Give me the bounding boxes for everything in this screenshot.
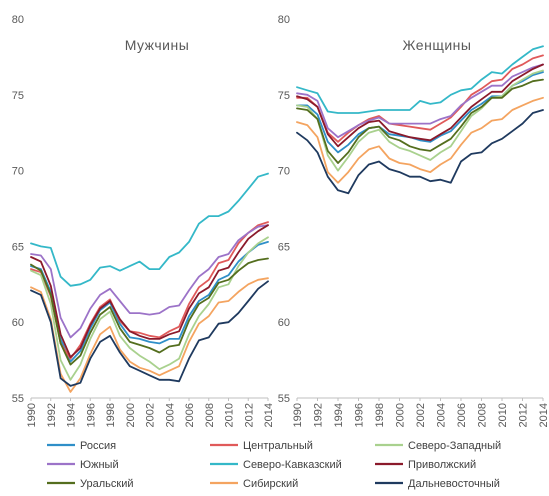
panel-title: Мужчины — [125, 37, 190, 53]
x-tick-label: 1990 — [292, 403, 304, 427]
x-tick-label: 2006 — [456, 403, 468, 427]
x-tick-label: 2014 — [263, 403, 275, 427]
series-line — [30, 221, 269, 360]
series-line — [296, 63, 544, 148]
legend-label: Северо-Западный — [408, 440, 501, 452]
y-tick-label: 80 — [278, 14, 290, 26]
x-tick-label: 2002 — [145, 403, 157, 427]
y-tick-label: 55 — [12, 393, 24, 405]
y-tick-label: 65 — [12, 241, 24, 253]
x-tick-label: 2002 — [415, 403, 427, 427]
series-line — [296, 78, 544, 164]
legend-label: Уральский — [80, 478, 133, 490]
y-tick-label: 55 — [278, 393, 290, 405]
series-line — [296, 45, 544, 114]
series-line — [296, 54, 544, 143]
series-line — [30, 257, 269, 366]
series-line — [296, 63, 544, 139]
x-tick-label: 2004 — [164, 403, 176, 427]
y-tick-label: 60 — [278, 317, 290, 329]
series-line — [296, 96, 544, 184]
x-tick-label: 1996 — [85, 403, 97, 427]
x-tick-label: 2000 — [395, 403, 407, 427]
legend-label: Приволжский — [408, 459, 476, 471]
legend-label: Северо-Кавказский — [243, 459, 342, 471]
x-tick-label: 2014 — [538, 403, 549, 427]
x-tick-label: 2012 — [243, 403, 255, 427]
x-tick-label: 2006 — [184, 403, 196, 427]
x-tick-label: 2010 — [224, 403, 236, 427]
panel-title: Женщины — [403, 37, 472, 53]
legend-label: Россия — [80, 440, 116, 452]
legend-label: Дальневосточный — [408, 478, 500, 490]
x-tick-label: 2008 — [204, 403, 216, 427]
x-tick-label: 1998 — [105, 403, 117, 427]
x-tick-label: 1994 — [66, 403, 78, 427]
x-tick-label: 2012 — [518, 403, 530, 427]
series-line — [30, 224, 269, 339]
series-line — [30, 240, 269, 363]
x-tick-label: 1998 — [374, 403, 386, 427]
series-line — [30, 277, 269, 393]
series-line — [30, 172, 269, 287]
series-line — [30, 236, 269, 381]
chart-panel-women: 55 60 65 70 75 80 1990 1992 1994 1996 1998 2000 2002… — [278, 14, 549, 427]
x-tick-label: 1992 — [46, 403, 58, 427]
y-tick-label: 80 — [12, 14, 24, 26]
x-tick-label: 2004 — [436, 403, 448, 427]
legend-label: Центральный — [243, 440, 313, 452]
legend-label: Южный — [80, 459, 119, 471]
series-line — [30, 280, 269, 387]
x-tick-label: 1992 — [313, 403, 325, 427]
series-line — [296, 69, 544, 172]
y-tick-label: 75 — [278, 90, 290, 102]
x-tick-label: 2008 — [477, 403, 489, 427]
legend-label: Сибирский — [243, 478, 298, 490]
y-tick-label: 70 — [12, 166, 24, 178]
series-line — [30, 224, 269, 359]
x-tick-label: 1990 — [26, 403, 38, 427]
x-tick-label: 1994 — [333, 403, 345, 427]
series-line — [296, 109, 544, 195]
chart-panel-men: 55 60 65 70 75 80 1990 1992 1994 1996 1998 2000 2002… — [12, 14, 275, 427]
x-tick-label: 2000 — [125, 403, 137, 427]
y-tick-label: 70 — [278, 166, 290, 178]
chart-legend: Россия Центральный Северо-Западный Южный Сев… — [47, 440, 501, 490]
x-tick-label: 2010 — [497, 403, 509, 427]
y-tick-label: 65 — [278, 241, 290, 253]
y-tick-label: 60 — [12, 317, 24, 329]
x-tick-label: 1996 — [354, 403, 366, 427]
y-tick-label: 75 — [12, 90, 24, 102]
